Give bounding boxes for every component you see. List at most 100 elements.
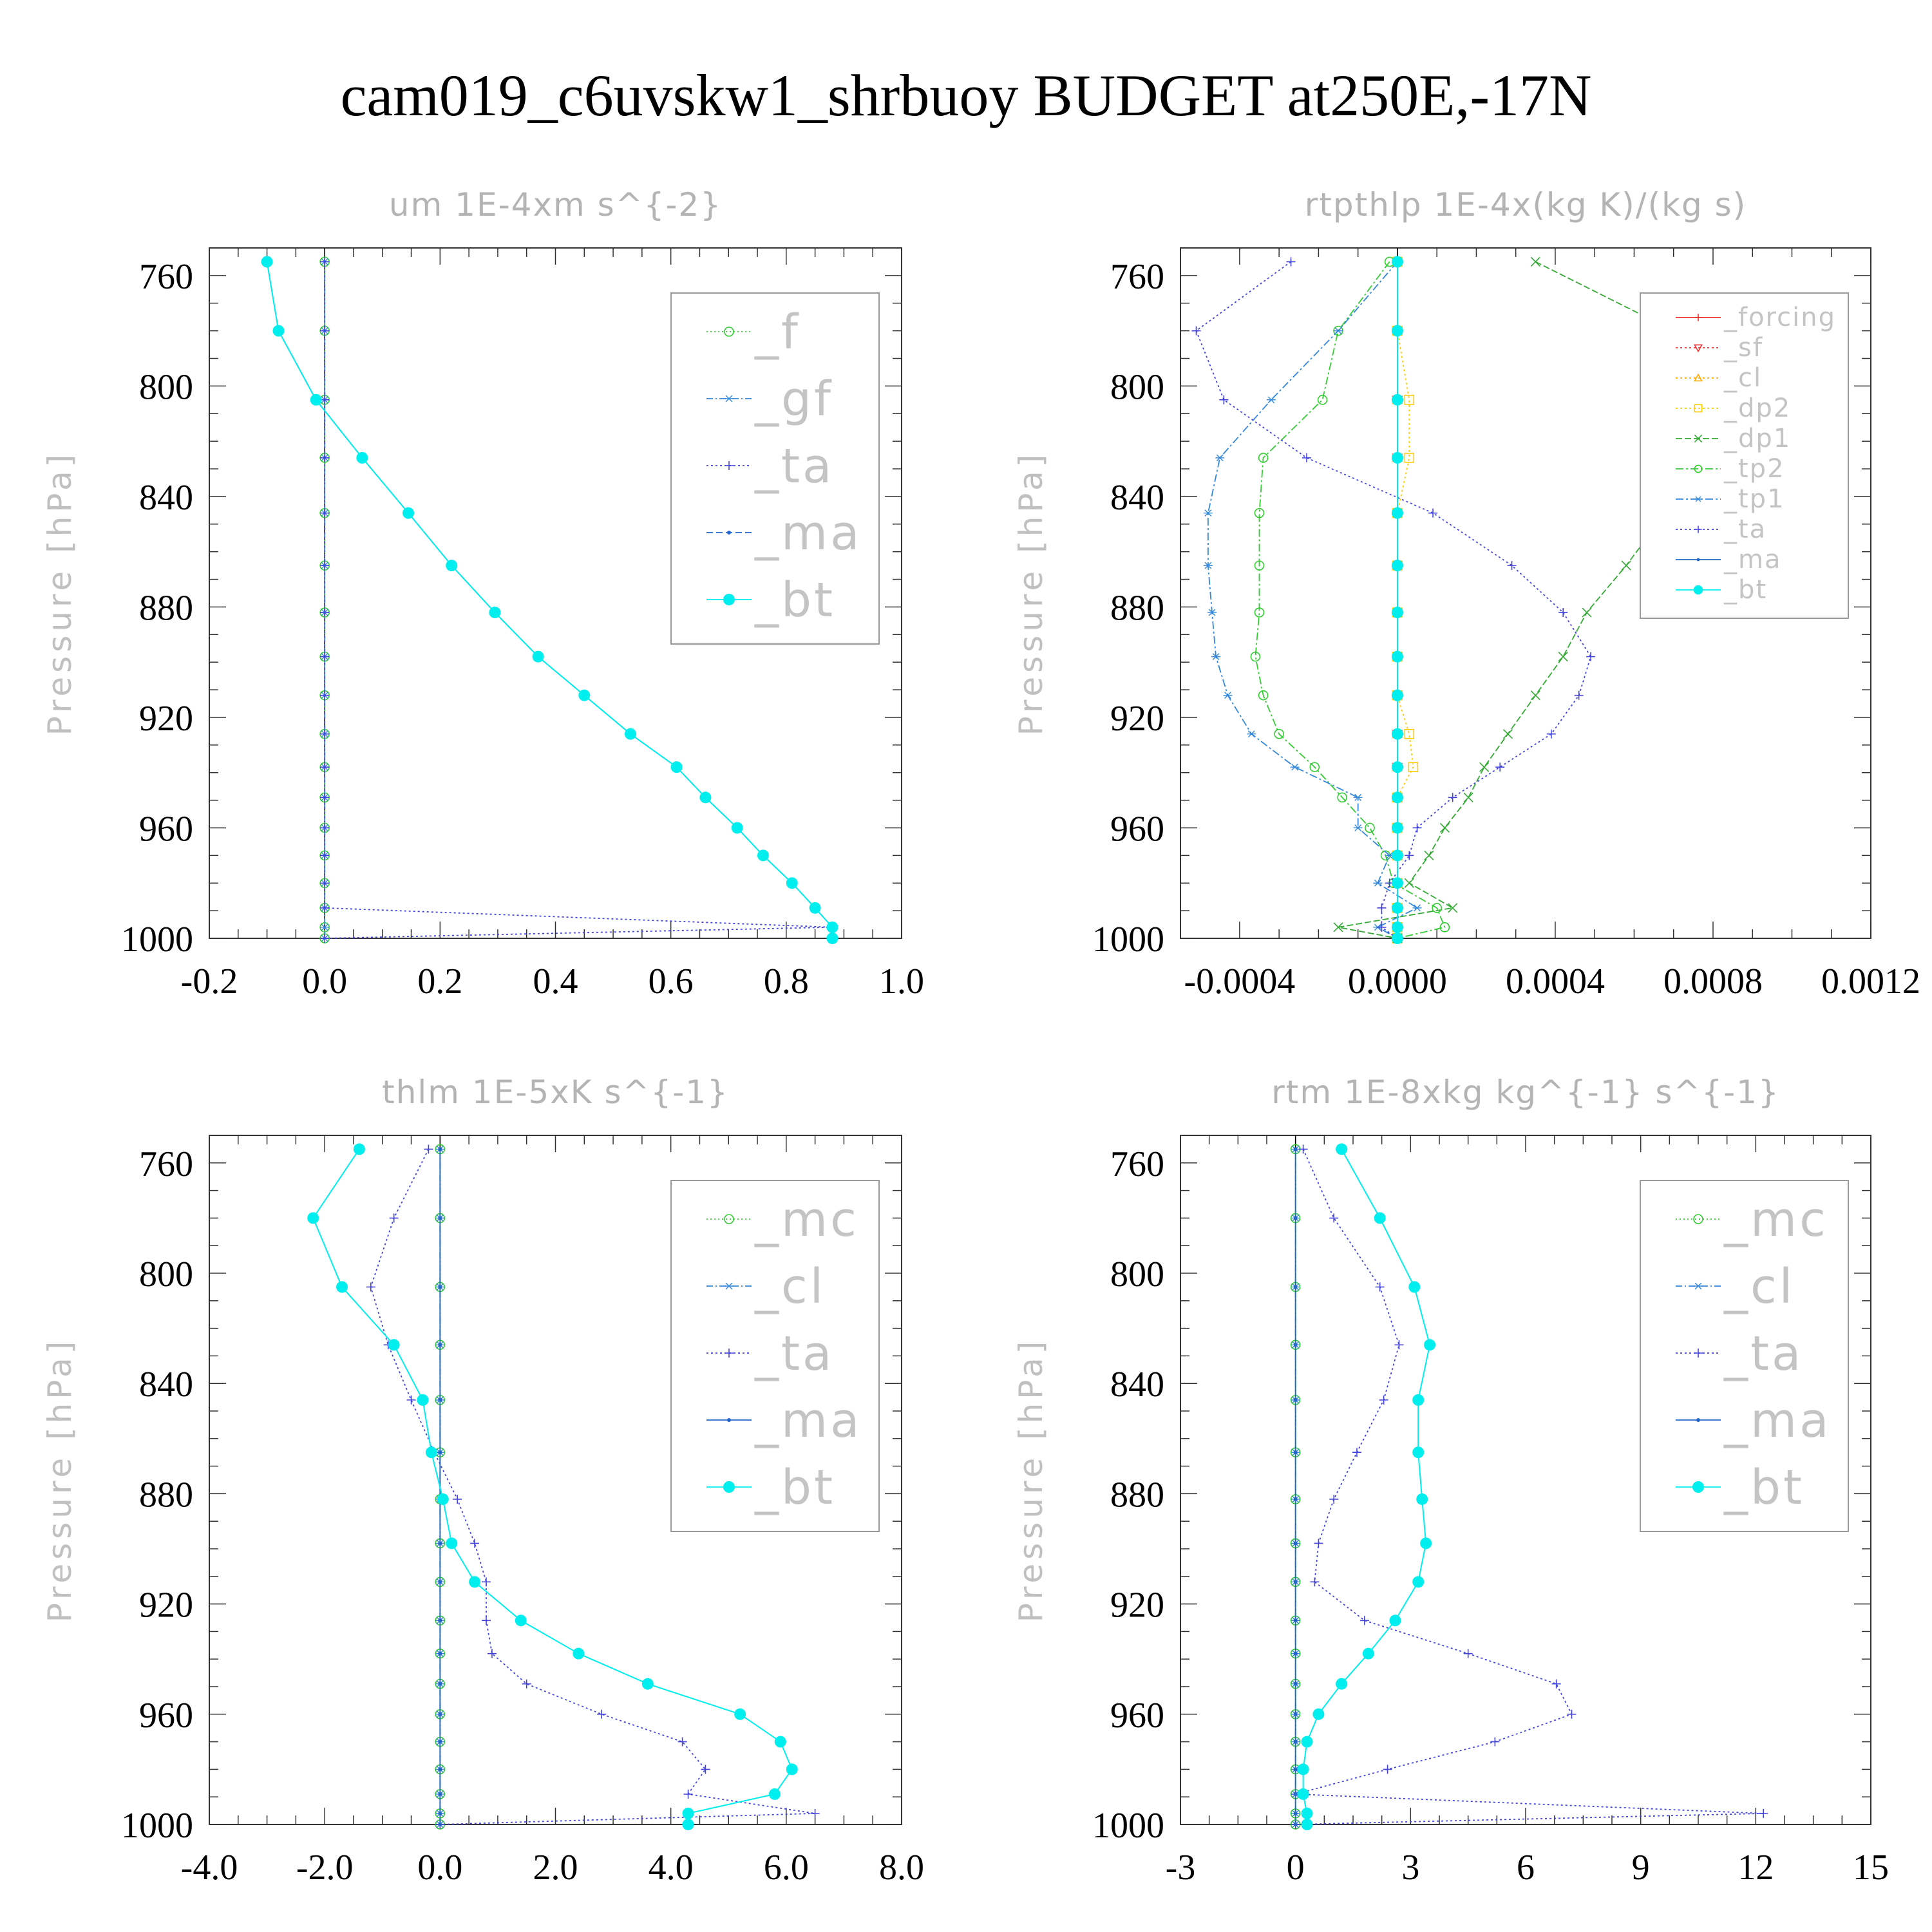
data-point — [438, 1285, 442, 1289]
data-point — [389, 1213, 399, 1223]
series-ma — [1293, 1147, 1298, 1826]
data-point — [1247, 730, 1256, 738]
data-point — [1404, 878, 1414, 888]
data-point — [406, 1395, 416, 1405]
data-point — [1391, 921, 1403, 933]
data-point — [1416, 1493, 1428, 1505]
data-point — [1405, 851, 1414, 860]
data-point — [1389, 1615, 1401, 1627]
data-point — [1250, 651, 1261, 662]
data-point — [724, 327, 734, 337]
data-point — [1558, 652, 1568, 662]
data-point — [1391, 849, 1403, 862]
y-tick-label: 880 — [139, 1475, 193, 1515]
data-point — [1479, 762, 1490, 772]
data-point — [1463, 792, 1473, 802]
y-tick-label: 800 — [139, 367, 193, 407]
data-point — [1362, 1647, 1374, 1660]
data-point — [1693, 585, 1703, 595]
data-point — [320, 608, 330, 618]
data-point — [1394, 1340, 1404, 1350]
x-tick-label: 0.6 — [649, 961, 694, 1001]
data-point — [1391, 877, 1403, 889]
data-point — [320, 793, 330, 802]
data-point — [1219, 395, 1229, 404]
data-point — [438, 1823, 442, 1826]
y-tick-label: 880 — [139, 588, 193, 628]
data-point — [1374, 1212, 1386, 1224]
data-point — [272, 325, 285, 337]
data-point — [677, 1737, 687, 1747]
data-point — [1266, 396, 1276, 404]
data-point — [786, 1763, 798, 1776]
data-point — [1412, 1576, 1425, 1588]
data-point — [320, 453, 330, 462]
data-point — [1298, 1144, 1308, 1154]
data-point — [320, 851, 330, 860]
data-point — [438, 1651, 442, 1656]
data-point — [1293, 1147, 1298, 1151]
data-point — [437, 1493, 449, 1505]
data-point — [1693, 1214, 1703, 1224]
x-tick-label: 1.0 — [879, 961, 924, 1001]
data-point — [1375, 1282, 1385, 1292]
legend-label: _ma — [1723, 545, 1781, 574]
data-point — [1258, 453, 1269, 463]
y-tick-label: 880 — [1110, 588, 1164, 628]
y-axis-label: Pressure [hPa] — [1012, 451, 1050, 736]
data-point — [1391, 507, 1403, 519]
data-point — [1404, 453, 1415, 463]
data-point — [724, 1349, 734, 1358]
data-point — [1759, 1808, 1768, 1818]
x-tick-label: 0.0012 — [1821, 961, 1920, 1001]
x-tick-label: 8.0 — [879, 1848, 924, 1888]
data-point — [1317, 395, 1328, 405]
data-point — [1694, 464, 1703, 473]
series-line — [1195, 261, 1592, 939]
data-point — [1383, 1765, 1392, 1774]
x-tick-label: 2.0 — [533, 1848, 578, 1888]
panel-title: rtm 1E-8xkg kg^{-1} s^{-1} — [1271, 1074, 1780, 1111]
data-point — [356, 451, 368, 464]
data-point — [724, 395, 734, 402]
data-point — [1373, 879, 1383, 887]
data-point — [1412, 904, 1422, 912]
y-tick-label: 840 — [1110, 478, 1164, 518]
data-point — [1377, 922, 1387, 932]
legend-label: _tp1 — [1723, 484, 1785, 514]
data-point — [731, 822, 743, 834]
legend-box — [670, 292, 880, 645]
data-point — [532, 650, 544, 663]
data-point — [724, 1282, 734, 1290]
panel-title: thlm 1E-5xK s^{-1} — [382, 1074, 729, 1111]
data-point — [1424, 1339, 1436, 1351]
data-point — [1301, 1819, 1313, 1830]
data-point — [768, 1788, 781, 1800]
legend-label: _bt — [754, 1460, 835, 1515]
x-tick-label: 15 — [1853, 1848, 1889, 1888]
data-point — [1448, 793, 1457, 802]
data-point — [320, 878, 330, 888]
data-point — [1694, 344, 1703, 353]
data-point — [1586, 652, 1596, 661]
legend-label: _dp2 — [1723, 393, 1791, 423]
y-tick-label: 1000 — [1092, 920, 1164, 960]
data-point — [438, 1450, 442, 1455]
data-point — [446, 560, 458, 572]
legend: _mc _cl _ta _ma _bt — [1640, 1180, 1849, 1532]
y-tick-label: 920 — [1110, 699, 1164, 739]
data-point — [1448, 903, 1458, 913]
data-point — [1353, 793, 1363, 801]
x-tick-label: 3 — [1401, 1848, 1419, 1888]
y-tick-label: 920 — [1110, 1586, 1164, 1625]
x-tick-label: 9 — [1632, 1848, 1650, 1888]
legend-box — [670, 1180, 880, 1532]
data-point — [1208, 609, 1217, 616]
data-point — [1293, 1541, 1298, 1546]
data-point — [1379, 1395, 1388, 1405]
data-point — [1391, 728, 1403, 740]
x-tick-label: 12 — [1738, 1848, 1774, 1888]
y-axis-label: Pressure [hPa] — [41, 1338, 79, 1623]
x-tick-label: 6 — [1517, 1848, 1535, 1888]
